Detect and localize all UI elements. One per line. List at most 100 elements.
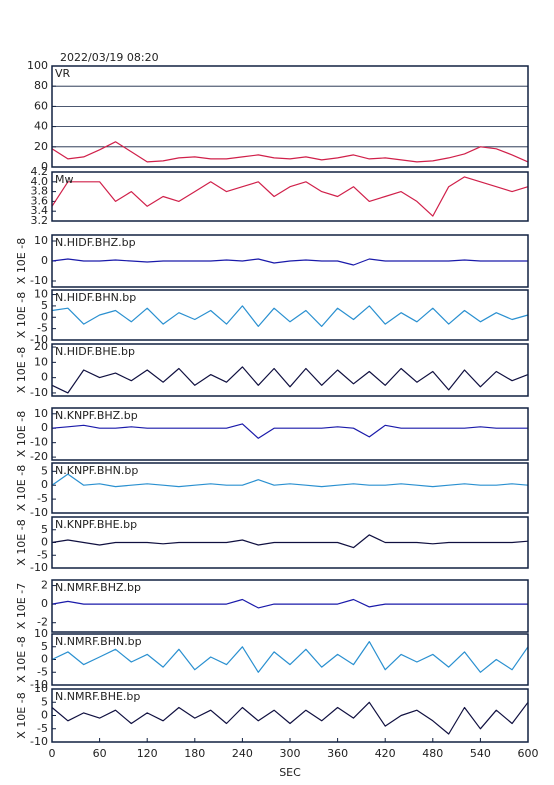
y-tick-label: 0 bbox=[41, 371, 48, 384]
trace bbox=[51, 701, 529, 735]
trace bbox=[51, 176, 529, 217]
y-tick-label: 10 bbox=[34, 627, 48, 640]
panel-label: N.KNPF.BHZ.bp bbox=[55, 409, 138, 422]
trace bbox=[51, 473, 529, 488]
x-tick-label: 180 bbox=[184, 747, 205, 760]
y-tick-label: -20 bbox=[30, 450, 48, 463]
panel-frame bbox=[51, 407, 529, 461]
y-tick-label: 0 bbox=[41, 653, 48, 666]
panel-frame bbox=[51, 171, 529, 222]
trace bbox=[51, 641, 529, 673]
y-tick-label: 3.8 bbox=[31, 185, 49, 198]
y-tick-label: 40 bbox=[34, 120, 48, 133]
panel-label: N.NMRF.BHE.bp bbox=[55, 690, 140, 703]
trace bbox=[51, 423, 528, 439]
y-tick-label: -10 bbox=[30, 274, 48, 287]
y-tick-label: 0 bbox=[41, 597, 48, 610]
y-tick-label: 0 bbox=[41, 160, 48, 173]
y-tick-label: 20 bbox=[34, 140, 48, 153]
panel-frame bbox=[51, 516, 529, 569]
y-tick-label: 0 bbox=[41, 254, 48, 267]
y-tick-label: 10 bbox=[34, 234, 48, 247]
y-tick-label: 0 bbox=[41, 536, 48, 549]
y-tick-label: -10 bbox=[30, 436, 48, 449]
y-axis-label: X 10E -8 bbox=[15, 519, 28, 565]
y-tick-label: -10 bbox=[30, 678, 48, 691]
panel-label: N.HIDF.BHE.bp bbox=[55, 345, 135, 358]
y-tick-label: -5 bbox=[37, 665, 48, 678]
y-tick-label: 5 bbox=[41, 464, 48, 477]
trace bbox=[51, 141, 529, 163]
y-tick-label: 4.0 bbox=[31, 175, 49, 188]
panel-frame bbox=[51, 462, 529, 514]
panel-frame bbox=[51, 343, 529, 397]
y-tick-label: -10 bbox=[30, 735, 48, 748]
panel-label: N.HIDF.BHZ.bp bbox=[55, 236, 136, 249]
y-tick-label: 3.4 bbox=[31, 204, 49, 217]
x-tick-label: 420 bbox=[375, 747, 396, 760]
y-tick-label: -2 bbox=[37, 616, 48, 629]
x-tick-label: 240 bbox=[232, 747, 253, 760]
y-tick-label: 0 bbox=[41, 709, 48, 722]
y-axis-label: X 10E -8 bbox=[15, 636, 28, 682]
y-tick-label: 4.2 bbox=[31, 165, 49, 178]
x-tick-label: 0 bbox=[49, 747, 56, 760]
y-tick-label: -10 bbox=[30, 561, 48, 574]
x-tick-label: 360 bbox=[327, 747, 348, 760]
y-tick-label: 2 bbox=[41, 579, 48, 592]
y-axis-label: X 10E -8 bbox=[15, 292, 28, 338]
y-tick-label: -10 bbox=[30, 386, 48, 399]
y-tick-label: 5 bbox=[41, 640, 48, 653]
x-tick-label: 540 bbox=[470, 747, 491, 760]
x-axis-label: SEC bbox=[279, 766, 301, 779]
trace bbox=[51, 598, 528, 609]
trace bbox=[51, 366, 529, 394]
y-tick-label: 3.6 bbox=[31, 194, 49, 207]
y-tick-label: 10 bbox=[34, 682, 48, 695]
y-axis-label: X 10E -8 bbox=[15, 465, 28, 511]
panel-frame bbox=[51, 579, 529, 633]
trace bbox=[51, 305, 529, 327]
panel-label: VR bbox=[55, 67, 71, 80]
panel-label: N.HIDF.BHN.bp bbox=[55, 291, 136, 304]
panel-label: N.KNPF.BHN.bp bbox=[55, 464, 138, 477]
panel-frame bbox=[51, 65, 529, 168]
x-tick-label: 300 bbox=[280, 747, 301, 760]
y-tick-label: 0 bbox=[41, 421, 48, 434]
y-axis-label: X 10E -8 bbox=[15, 411, 28, 457]
panel-label: N.NMRF.BHN.bp bbox=[55, 635, 142, 648]
x-tick-label: 600 bbox=[518, 747, 539, 760]
y-axis-label: X 10E -8 bbox=[15, 692, 28, 738]
y-tick-label: 0 bbox=[41, 310, 48, 323]
y-tick-label: 20 bbox=[34, 340, 48, 353]
y-tick-label: 100 bbox=[27, 59, 48, 72]
page-title: 2022/03/19 08:20 bbox=[60, 51, 159, 64]
x-tick-label: 120 bbox=[137, 747, 158, 760]
y-tick-label: 0 bbox=[41, 478, 48, 491]
y-tick-label: 10 bbox=[34, 407, 48, 420]
panel-frame bbox=[51, 289, 529, 341]
y-tick-label: -5 bbox=[37, 548, 48, 561]
y-tick-label: -5 bbox=[37, 322, 48, 335]
x-tick-label: 60 bbox=[93, 747, 107, 760]
panel-frame bbox=[51, 633, 529, 686]
y-tick-label: -10 bbox=[30, 333, 48, 346]
y-tick-label: 3.2 bbox=[31, 214, 49, 227]
y-axis-label: X 10E -8 bbox=[15, 347, 28, 393]
y-tick-label: -10 bbox=[30, 506, 48, 519]
y-tick-label: 10 bbox=[34, 355, 48, 368]
y-tick-label: 5 bbox=[41, 523, 48, 536]
panel-label: N.KNPF.BHE.bp bbox=[55, 518, 137, 531]
trace bbox=[51, 258, 528, 266]
y-tick-label: -5 bbox=[37, 492, 48, 505]
panel-label: Mw bbox=[55, 173, 74, 186]
panel-label: N.NMRF.BHZ.bp bbox=[55, 581, 141, 594]
y-tick-label: 5 bbox=[41, 299, 48, 312]
y-tick-label: 80 bbox=[34, 79, 48, 92]
y-tick-label: 5 bbox=[41, 695, 48, 708]
y-tick-label: 60 bbox=[34, 99, 48, 112]
y-tick-label: -5 bbox=[37, 722, 48, 735]
x-tick-label: 480 bbox=[422, 747, 443, 760]
trace bbox=[51, 534, 529, 549]
